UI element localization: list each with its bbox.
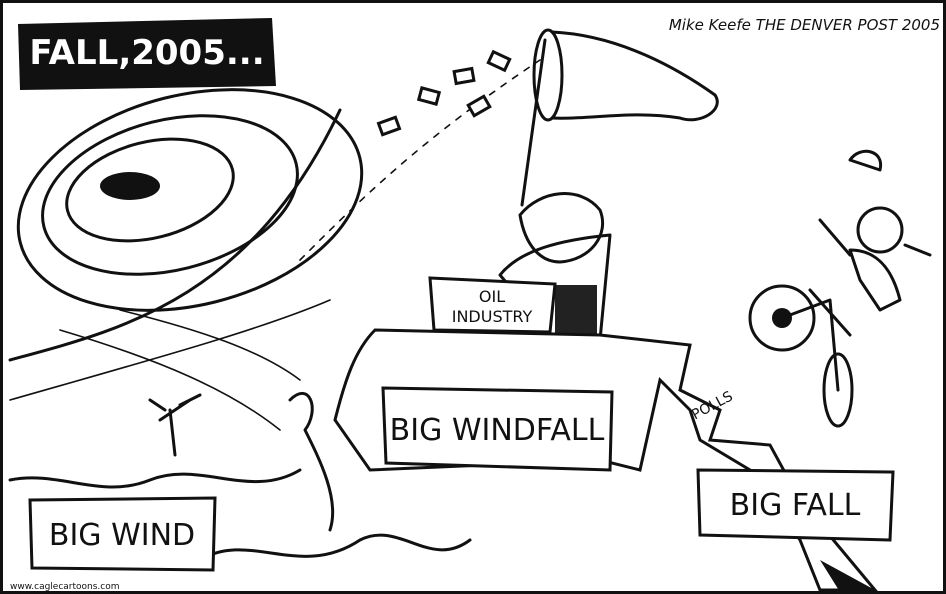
net-bag <box>550 30 719 122</box>
net-rim <box>532 28 564 122</box>
bill <box>416 86 442 106</box>
drowning-figure <box>148 393 202 457</box>
swirl <box>65 137 235 243</box>
hurricane <box>8 88 364 431</box>
swirl <box>41 114 299 276</box>
wind-line <box>9 299 331 401</box>
bill <box>452 66 476 86</box>
sign-text: INDUSTRY <box>452 307 533 326</box>
wind-line <box>59 329 281 431</box>
cyclist <box>748 149 932 428</box>
sign-text: OIL <box>479 287 505 306</box>
bill <box>376 115 402 137</box>
body <box>818 218 932 312</box>
signature: Mike Keefe THE DENVER POST 2005 <box>669 16 940 34</box>
helmet <box>848 149 883 172</box>
sign-text: BIG WIND <box>49 518 195 553</box>
net-pole <box>520 38 547 207</box>
wheel <box>748 284 816 352</box>
body <box>498 233 612 342</box>
bill <box>466 94 492 118</box>
waves <box>8 392 472 562</box>
bike-frame <box>780 288 852 392</box>
money-stream <box>299 49 541 261</box>
bill <box>486 49 512 73</box>
hat-stand <box>555 285 597 340</box>
dashes <box>299 59 541 261</box>
credit: www.caglecartoons.com <box>10 582 120 592</box>
head <box>856 206 904 254</box>
fall-sign <box>696 468 895 542</box>
wheel <box>822 352 854 428</box>
wind-sign <box>28 496 217 572</box>
sign-text: BIG FALL <box>730 488 861 523</box>
oil-man <box>498 192 612 342</box>
sign-text: BIG WINDFALL <box>390 413 605 448</box>
windfall-sign <box>381 386 614 472</box>
title: FALL,2005... <box>29 33 264 73</box>
wind-line <box>119 309 301 381</box>
title-box <box>18 18 276 90</box>
swirl-arm <box>8 108 342 362</box>
head <box>518 192 605 264</box>
arrow-head <box>820 560 875 592</box>
eye <box>100 172 160 200</box>
net <box>520 28 719 207</box>
oil-sign <box>428 276 557 334</box>
swirl <box>16 88 364 312</box>
